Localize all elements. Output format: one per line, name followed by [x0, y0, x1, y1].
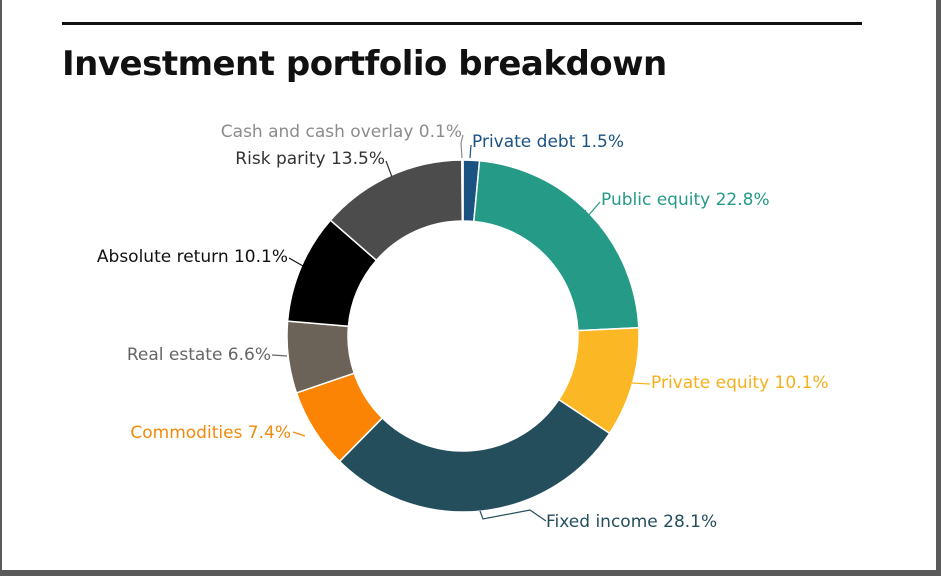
- top-rule: [62, 22, 862, 25]
- leader-line-commodities: [292, 431, 306, 437]
- data-label-public-equity: Public equity 22.8%: [601, 190, 770, 210]
- leader-line-absolute-return: [288, 257, 304, 267]
- leader-line-public-equity: [584, 201, 601, 218]
- chart-title: Investment portfolio breakdown: [62, 44, 667, 84]
- slice-fixed-income: [338, 398, 611, 513]
- leader-line-fixed-income: [479, 509, 547, 522]
- data-label-real-estate: Real estate 6.6%: [127, 345, 271, 365]
- data-label-absolute-return: Absolute return 10.1%: [97, 247, 288, 267]
- data-label-private-debt: Private debt 1.5%: [472, 132, 624, 152]
- leader-line-private-debt: [469, 144, 472, 159]
- data-label-risk-parity: Risk parity 13.5%: [235, 149, 385, 169]
- data-label-commodities: Commodities 7.4%: [130, 423, 291, 443]
- leader-line-cash-and-cash-overlay: [460, 134, 464, 159]
- slice-cash-and-cash-overlay: [461, 159, 464, 222]
- data-label-private-equity: Private equity 10.1%: [651, 373, 829, 393]
- data-label-fixed-income: Fixed income 28.1%: [546, 512, 717, 532]
- leader-line-real-estate: [271, 354, 288, 357]
- leader-line-risk-parity: [385, 160, 393, 178]
- slice-public-equity: [472, 159, 640, 332]
- data-label-cash-and-cash-overlay: Cash and cash overlay 0.1%: [221, 122, 462, 142]
- leader-line-private-equity: [631, 382, 651, 385]
